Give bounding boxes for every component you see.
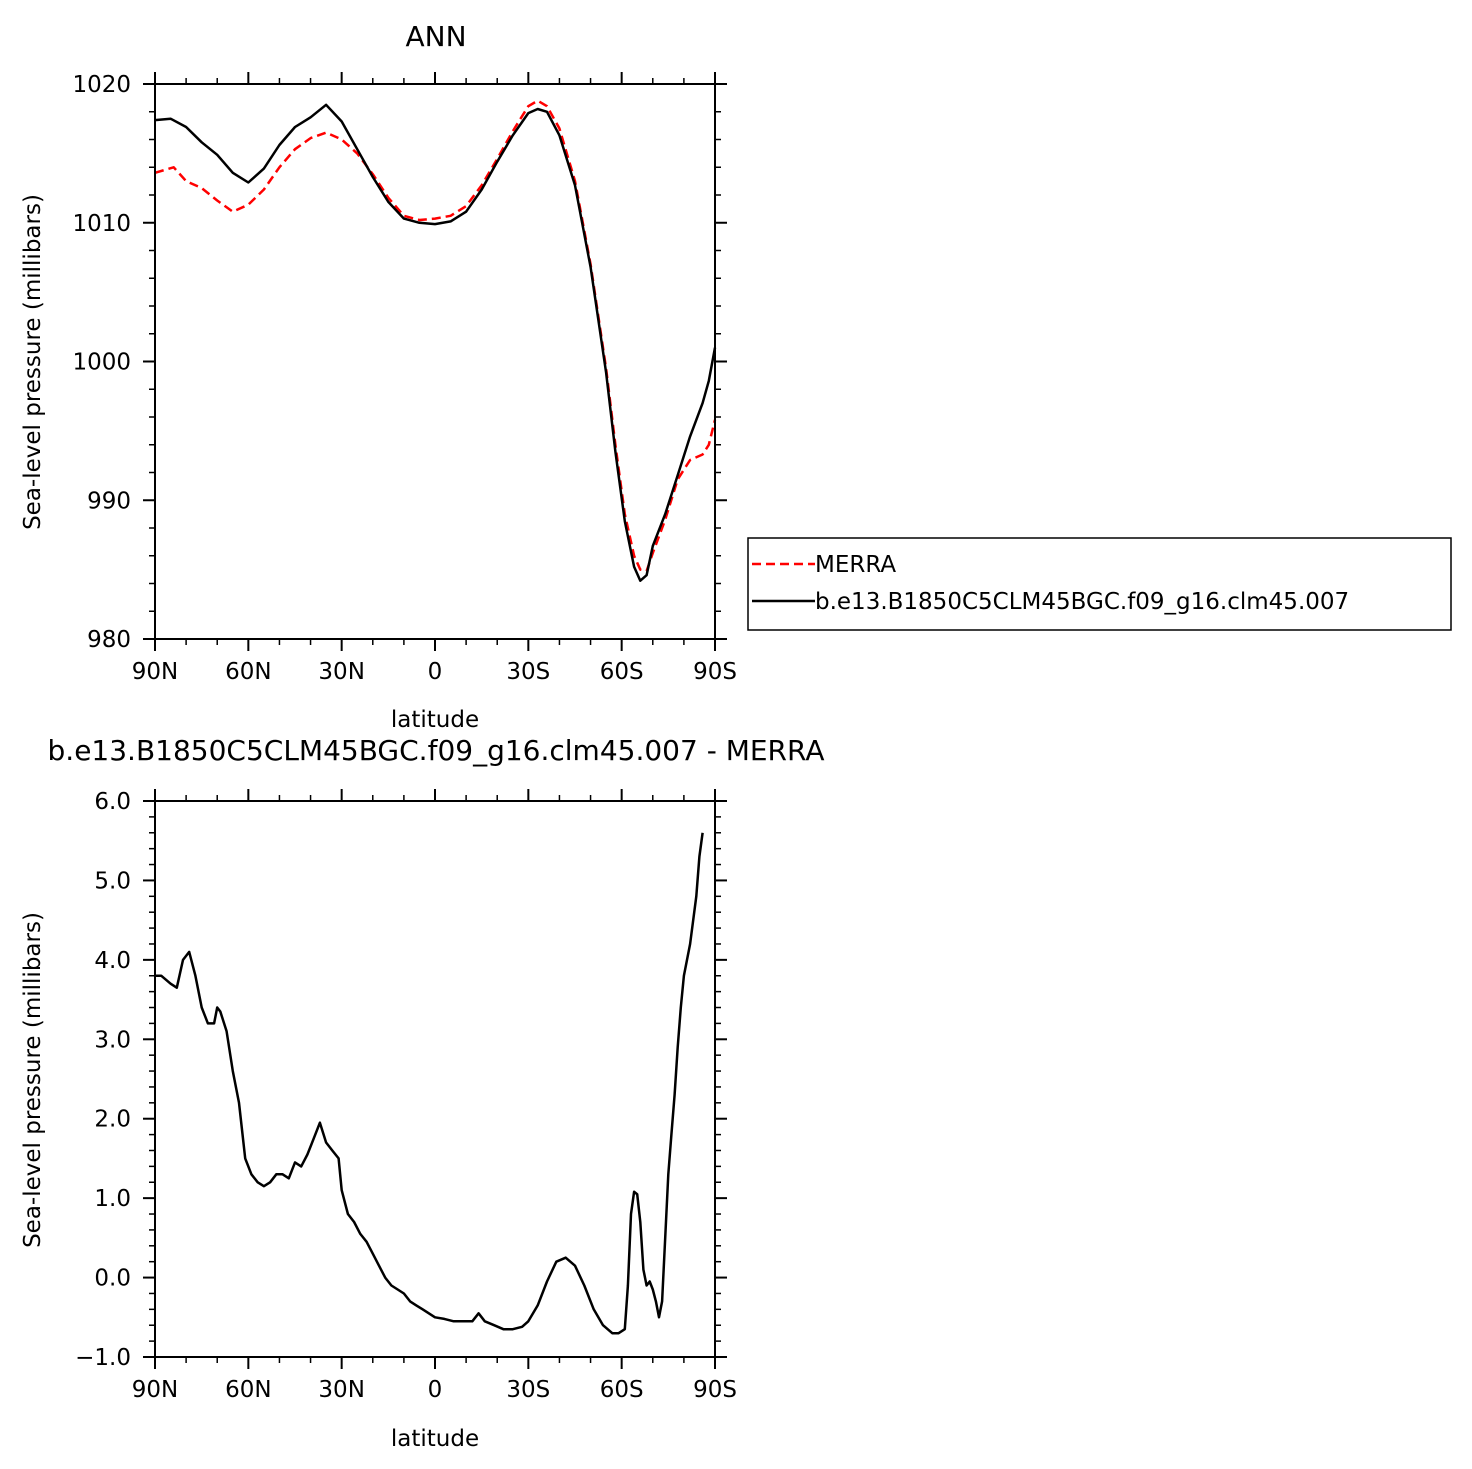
- bottom-x-axis-label: latitude: [391, 1426, 479, 1452]
- top-y-tick-label: 990: [87, 488, 131, 514]
- top-series-layer: [154, 99, 717, 582]
- bottom-y-tick-label: −1.0: [75, 1345, 131, 1371]
- bottom-y-axis-label: Sea-level pressure (millibars): [20, 912, 46, 1248]
- top-y-tick-label: 1020: [72, 72, 131, 98]
- top-tick-layer: 90N 60N 30N 0 30S 60S 90S 980 990 1000 1010 1020: [72, 72, 737, 685]
- bottom-chart-title: b.e13.B1850C5CLM45BGC.f09_g16.clm45.007 …: [48, 734, 825, 767]
- legend-label-merra: MERRA: [815, 552, 896, 578]
- legend-label-model: b.e13.B1850C5CLM45BGC.f09_g16.clm45.007: [815, 589, 1349, 615]
- bottom-x-tick-label: 0: [428, 1377, 443, 1403]
- top-x-axis-label: latitude: [391, 707, 479, 733]
- top-y-axis-label: Sea-level pressure (millibars): [20, 194, 46, 530]
- top-y-tick-label: 980: [87, 627, 131, 653]
- bottom-y-tick-label: 0.0: [94, 1266, 131, 1292]
- legend-box: [747, 537, 1452, 631]
- bottom-y-tick-label: 4.0: [94, 948, 131, 974]
- bottom-x-tick-label: 30S: [506, 1377, 550, 1403]
- top-y-tick-label: 1010: [72, 211, 131, 237]
- top-x-tick-label: 30N: [318, 659, 364, 685]
- bottom-x-tick-label: 90N: [132, 1377, 178, 1403]
- bottom-x-tick-label: 60S: [600, 1377, 644, 1403]
- bottom-y-tick-label: 6.0: [94, 789, 131, 815]
- bottom-tick-layer: 90N 60N 30N 0 30S 60S 90S −1.0 0.0 1.0 2.0 3.0 4.0 5.…: [75, 789, 737, 1403]
- legend: MERRA b.e13.B1850C5CLM45BGC.f09_g16.clm4…: [747, 537, 1452, 631]
- top-x-tick-label: 30S: [506, 659, 550, 685]
- top-x-tick-label: 90S: [693, 659, 737, 685]
- top-plot-frame: [154, 83, 716, 640]
- bottom-y-tick-label: 2.0: [94, 1107, 131, 1133]
- bottom-y-tick-label: 1.0: [94, 1186, 131, 1212]
- bottom-x-tick-label: 90S: [693, 1377, 737, 1403]
- bottom-x-tick-label: 60N: [225, 1377, 271, 1403]
- bottom-y-tick-label: 3.0: [94, 1027, 131, 1053]
- top-x-tick-label: 0: [428, 659, 443, 685]
- bottom-series-line-difference: [155, 832, 704, 1335]
- bottom-x-tick-label: 30N: [318, 1377, 364, 1403]
- top-y-tick-label: 1000: [72, 350, 131, 376]
- top-x-tick-label: 90N: [132, 659, 178, 685]
- top-series-line-model: [154, 103, 717, 582]
- top-series-line-merra: [154, 99, 717, 573]
- top-x-tick-label: 60N: [225, 659, 271, 685]
- bottom-panel: b.e13.B1850C5CLM45BGC.f09_g16.clm45.007 …: [20, 734, 824, 1452]
- bottom-y-tick-label: 5.0: [94, 868, 131, 894]
- top-x-tick-label: 60S: [600, 659, 644, 685]
- top-chart-title: ANN: [405, 20, 466, 53]
- top-panel: ANN Sea-level pressure (millibars) latit…: [20, 20, 737, 733]
- bottom-plot-frame: [154, 800, 716, 1358]
- bottom-series-layer: [155, 832, 704, 1335]
